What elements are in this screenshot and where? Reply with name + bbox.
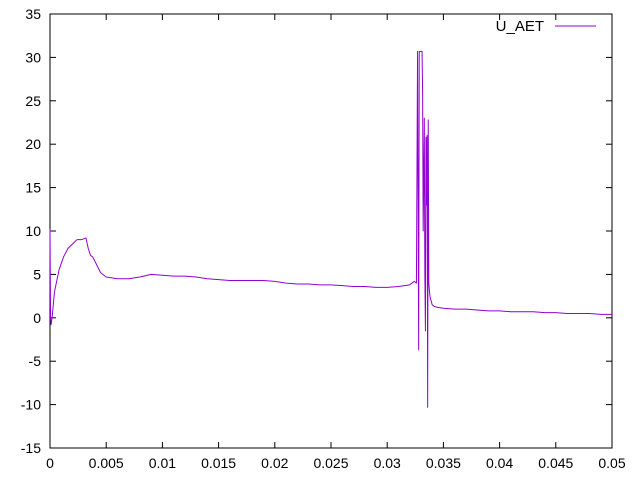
x-tick-label: 0.005	[89, 455, 124, 471]
x-tick-label: 0.035	[426, 455, 461, 471]
series-line-U_AET	[49, 50, 612, 408]
x-tick-label: 0.015	[201, 455, 236, 471]
y-tick-label: 35	[25, 6, 41, 22]
y-tick-label: 15	[25, 180, 41, 196]
x-tick-label: 0.05	[598, 455, 625, 471]
axis-ticks: -15 -10 -5 0 5 10 15 20 25 30 35 0 0.005 0.01 0.015 0.0…	[21, 6, 626, 471]
series-group	[49, 50, 612, 408]
x-tick-label: 0.045	[538, 455, 573, 471]
legend: U_AET	[496, 18, 596, 35]
y-tick-label: -5	[29, 353, 42, 369]
y-tick-label: -15	[21, 440, 41, 456]
x-tick-label: 0.025	[313, 455, 348, 471]
x-tick-label: 0.01	[149, 455, 176, 471]
y-tick-label: 25	[25, 93, 41, 109]
x-tick-label: 0.02	[261, 455, 288, 471]
plot-frame	[49, 13, 613, 449]
y-tick-label: 20	[25, 136, 41, 152]
y-tick-label: 30	[25, 49, 41, 65]
y-tick-label: -10	[21, 397, 41, 413]
x-tick-label: 0	[46, 455, 54, 471]
y-tick-label: 5	[33, 266, 41, 282]
legend-label: U_AET	[496, 18, 544, 35]
x-tick-label: 0.04	[486, 455, 513, 471]
y-tick-label: 10	[25, 223, 41, 239]
y-tick-label: 0	[33, 310, 41, 326]
x-tick-label: 0.03	[374, 455, 401, 471]
